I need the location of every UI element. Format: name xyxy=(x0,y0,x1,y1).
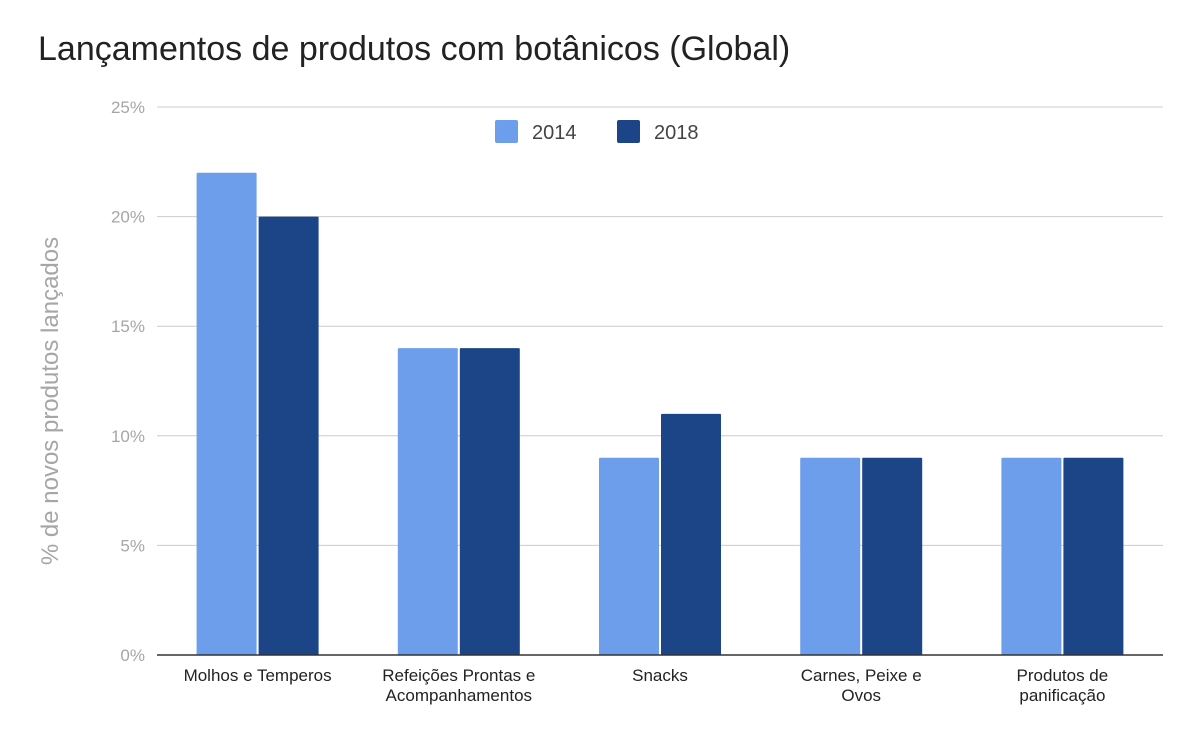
bar-2018 xyxy=(459,348,520,655)
bar-2018 xyxy=(661,413,721,655)
x-tick-label: Produtos de panificação xyxy=(1017,666,1109,705)
bar-2014 xyxy=(397,348,458,655)
x-tick-label: Carnes, Peixe e Ovos xyxy=(801,666,922,705)
bar-2014 xyxy=(599,457,659,655)
y-tick-label: 10% xyxy=(111,427,145,446)
legend-label-2018: 2018 xyxy=(654,122,699,144)
legend-swatch-2014 xyxy=(495,120,518,143)
y-tick-label: 15% xyxy=(111,317,145,336)
y-tick-label: 0% xyxy=(120,646,145,665)
y-tick-label: 5% xyxy=(120,536,145,555)
bar-2014 xyxy=(1001,457,1062,655)
y-tick-label: 20% xyxy=(111,208,145,227)
legend-label-2014: 2014 xyxy=(532,122,577,144)
legend: 2014 2018 xyxy=(495,120,699,144)
gridlines xyxy=(157,106,1163,546)
bar-2014 xyxy=(196,172,257,655)
x-tick-label: Snacks xyxy=(632,666,688,685)
y-axis-title: % de novos produtos lançados xyxy=(37,237,64,565)
legend-swatch-2018 xyxy=(617,120,640,143)
chart-title: Lançamentos de produtos com botânicos (G… xyxy=(38,30,791,68)
bar-2018 xyxy=(1063,457,1124,655)
bar-2018 xyxy=(258,216,319,655)
bars xyxy=(196,172,1124,655)
x-tick-label: Refeições Prontas e Acompanhamentos xyxy=(382,666,535,705)
bar-2014 xyxy=(800,457,861,655)
x-tick-label: Molhos e Temperos xyxy=(184,666,332,685)
y-tick-label: 25% xyxy=(111,98,145,117)
bar-2018 xyxy=(862,457,923,655)
labels: 0% 5% 10% 15% 20% 25% Molhos e Temperos Refeiçõ… xyxy=(37,98,1108,705)
